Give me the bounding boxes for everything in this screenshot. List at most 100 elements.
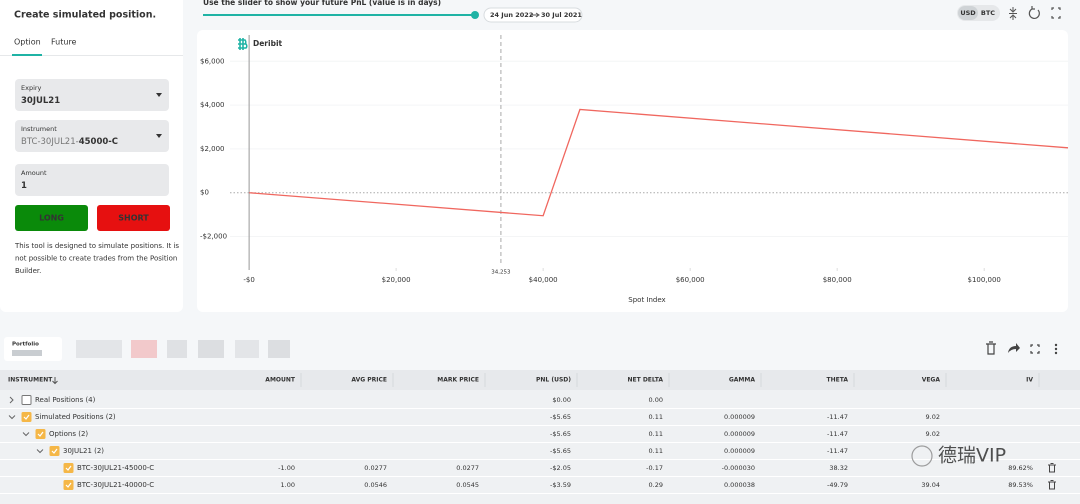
menu-dot[interactable] [1054,347,1058,351]
table-cell: 0.11 [649,447,663,455]
x-tick-label: $80,000 [823,276,852,284]
column-header[interactable]: NET DELTA [628,377,664,384]
blurred-tab[interactable] [235,340,259,358]
field-label: Amount [21,169,47,177]
row-caret[interactable] [8,415,16,420]
button-label[interactable]: LONG [39,214,64,223]
column-header[interactable]: AMOUNT [265,377,296,384]
row-checkbox[interactable] [21,395,32,405]
table-cell: 9.02 [926,430,940,438]
table-cell: -11.47 [827,447,848,455]
dropdown-caret [156,93,162,97]
arrow-head [535,12,540,18]
column-header[interactable]: IV [1026,377,1033,384]
table-cell: 0.0277 [456,464,479,472]
field-prefix: BTC-30JUL21- [21,137,79,147]
column-header[interactable]: PNL (USD) [536,377,571,384]
watermark-icon [911,445,933,467]
row-caret[interactable] [22,432,30,437]
field-label: Expiry [21,84,42,92]
row-checkbox[interactable] [49,446,60,456]
table-cell: 0.11 [649,430,663,438]
blurred-tab[interactable] [198,340,224,358]
checkmark [23,414,30,420]
blurred-tab[interactable] [131,340,157,358]
table-cell: -$5.65 [550,430,571,438]
row-label: 30JUL21 (2) [63,447,104,455]
compress-icon[interactable] [1009,7,1017,20]
column-header[interactable]: THETA [827,377,849,384]
button[interactable] [97,205,170,231]
fullscreen-icon[interactable] [1051,7,1061,19]
row-caret[interactable] [36,449,44,454]
button-label[interactable]: SHORT [118,214,149,223]
input-field[interactable] [15,79,169,111]
row-checkbox[interactable] [63,463,74,473]
row-checkbox[interactable] [21,412,32,422]
menu-dot[interactable] [1054,343,1058,347]
table-cell: 0.000009 [724,430,755,438]
sidebar-card [0,0,183,312]
table-cell: 1.00 [281,481,295,489]
row-checkbox[interactable] [35,429,46,439]
currency-option[interactable]: USD [960,9,976,17]
blurred-tab[interactable] [76,340,122,358]
date-from: 24 Jun 2022 [490,11,533,19]
table-cell: 38.32 [829,464,848,472]
note-line: Builder. [15,267,41,275]
share-icon[interactable] [1008,343,1020,353]
reset-icon[interactable] [1028,6,1040,19]
input-field[interactable] [15,120,169,152]
delete-icon[interactable] [986,341,996,355]
column-header[interactable]: AVG PRICE [351,377,387,384]
table-cell: 39.04 [921,481,940,489]
y-tick-label: -$2,000 [200,233,227,241]
row-delete[interactable] [1048,463,1056,473]
row-delete[interactable] [1048,480,1056,490]
sort-arrow [52,377,58,385]
dropdown-caret [156,134,162,138]
button[interactable] [15,205,88,231]
table-header [0,370,1080,390]
x-tick-label: $40,000 [529,276,558,284]
table-cell: 89.62% [1008,464,1033,472]
checkmark [51,448,58,454]
column-header[interactable]: MARK PRICE [437,377,479,384]
tab[interactable]: Future [51,38,77,47]
table-cell: 0.0546 [364,481,387,489]
row-caret[interactable] [9,396,14,404]
y-tick-label: $4,000 [200,101,225,109]
table-cell: -0.17 [646,464,663,472]
column-header[interactable]: VEGA [922,377,941,384]
chart-card [197,30,1068,312]
portfolio-tab-label[interactable]: Portfolio [12,342,39,348]
column-header[interactable]: GAMMA [729,377,756,384]
column-header[interactable]: INSTRUMENT [8,377,53,384]
field-value: BTC-30JUL21-45000-C [21,137,118,147]
input-field[interactable] [15,164,169,196]
table-cell: -$5.65 [550,413,571,421]
checkmark [65,465,72,471]
expand-icon[interactable] [1030,344,1040,354]
table-cell: 0.0277 [364,464,387,472]
slider-knob[interactable] [471,11,479,19]
chart-brand: Deribit [253,39,283,48]
table-cell: -11.47 [827,413,848,421]
checkmark [37,431,44,437]
blurred-tab[interactable] [167,340,187,358]
field-value: 30JUL21 [21,96,60,106]
table-cell: -1.00 [278,464,295,472]
row-label: Simulated Positions (2) [35,413,116,421]
watermark: 德瑞VIP [938,445,1006,467]
blurred-tab[interactable] [268,340,290,358]
table-cell: -0.000030 [722,464,755,472]
currency-option[interactable]: BTC [981,9,995,17]
table-cell: -$2.05 [550,464,571,472]
table-cell: $0.00 [552,396,571,404]
row-checkbox[interactable] [63,480,74,490]
menu-dot[interactable] [1054,351,1058,355]
spot-marker-label: 34,253 [491,270,511,276]
note-line: not possible to create trades from the P… [15,255,177,263]
tab[interactable]: Option [14,38,41,47]
